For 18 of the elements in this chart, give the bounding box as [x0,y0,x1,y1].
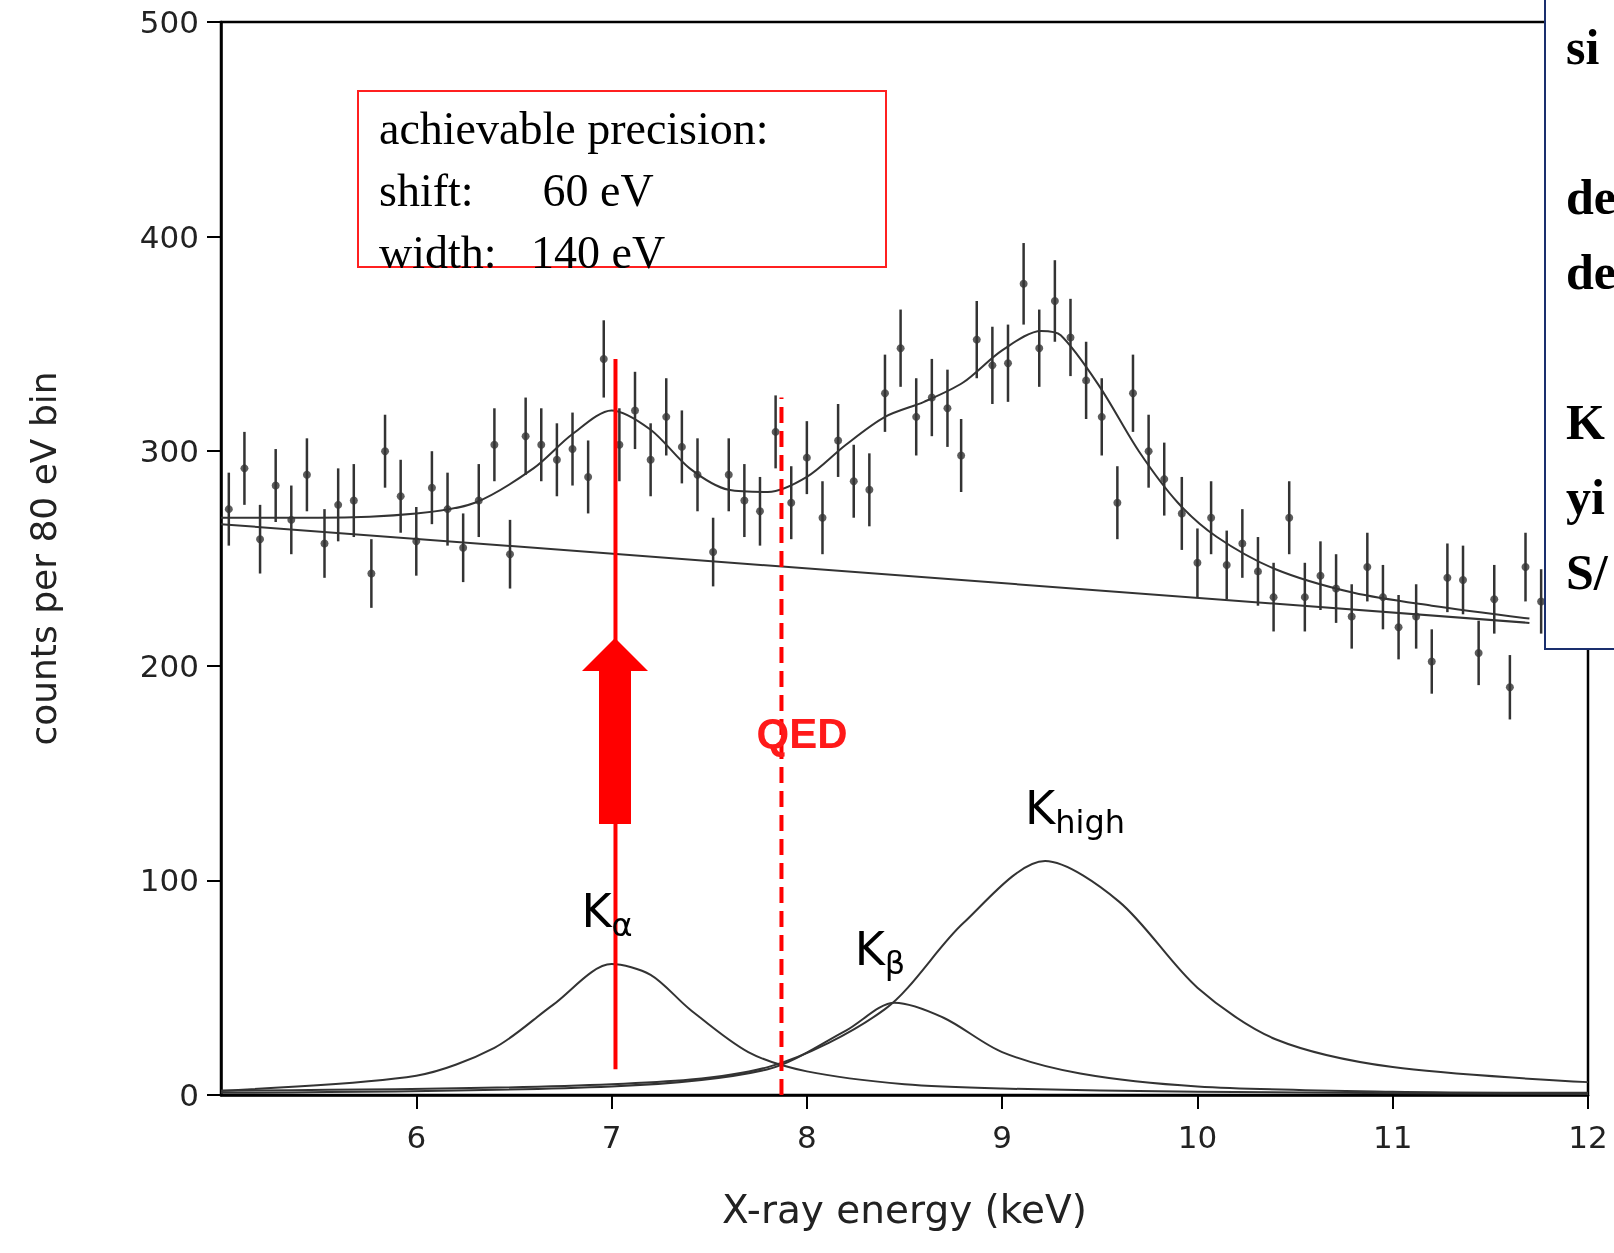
y-tick-label: 100 [139,862,199,899]
y-tick-label: 300 [139,433,199,470]
x-tick-label: 11 [1372,1118,1413,1155]
y-tick-label: 500 [139,4,199,40]
y-tick-label: 0 [179,1077,199,1113]
x-axis-title: X-ray energy (keV) [722,1187,1087,1232]
y-tick-label: 400 [139,218,199,255]
y-axis-title: counts per 80 eV bin [22,371,64,746]
x-tick-label: 12 [1568,1118,1608,1155]
annotation: QED [756,709,848,757]
x-tick-label: 10 [1177,1118,1218,1155]
x-tick-label: 6 [406,1118,427,1155]
x-tick-label: 9 [992,1118,1013,1155]
annotation: achievable precision: shift: 60 eV width: 140 eV [378,102,770,278]
x-tick-label: 8 [796,1118,817,1155]
y-tick-label: 200 [139,647,199,684]
x-tick-label: 7 [601,1118,622,1155]
text: si de de K yi S/ [1566,19,1614,600]
